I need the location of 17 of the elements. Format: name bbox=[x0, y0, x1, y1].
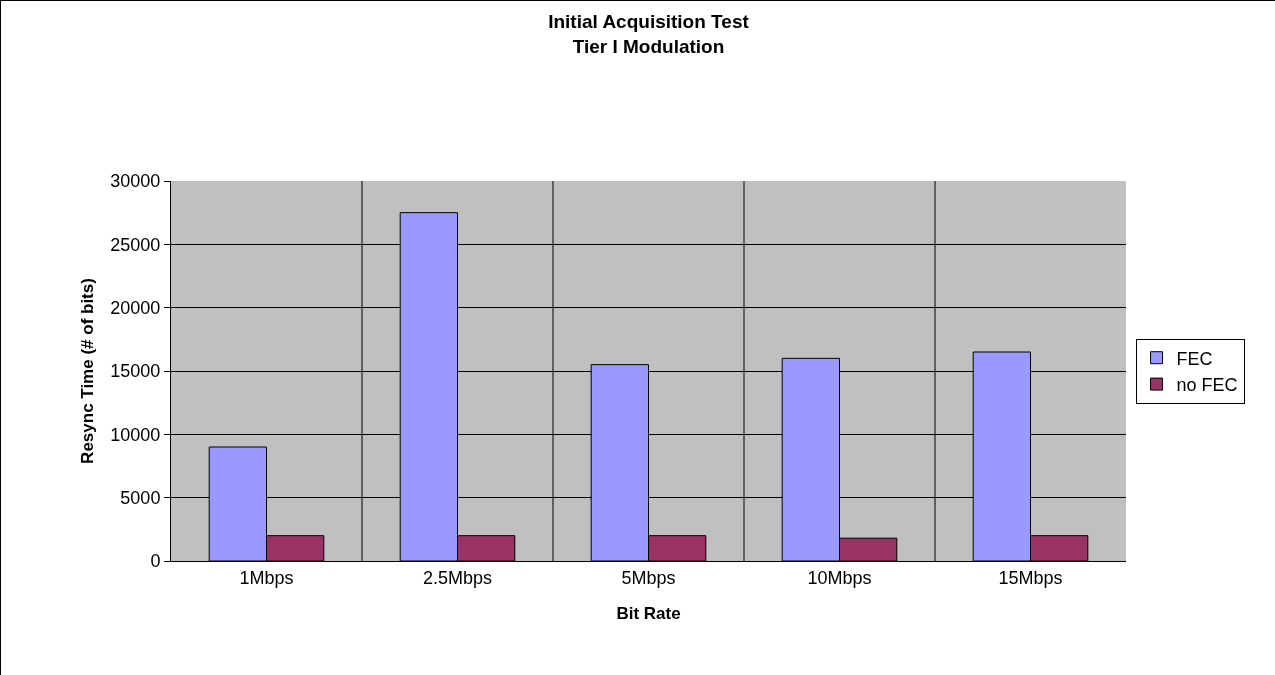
y-tick-label: 25000 bbox=[110, 234, 161, 255]
chart-title: Initial Acquisition Test Tier I Modulation bbox=[548, 11, 750, 57]
x-tick-label: 2.5Mbps bbox=[422, 567, 493, 588]
y-tick-label: 5000 bbox=[120, 487, 161, 508]
y-tick-label: 0 bbox=[150, 551, 161, 572]
x-tick-label: 15Mbps bbox=[998, 567, 1063, 588]
x-tick-label: 1Mbps bbox=[239, 567, 294, 588]
y-tick-label: 15000 bbox=[110, 361, 161, 382]
legend-label: FEC bbox=[1176, 348, 1213, 369]
x-tick-label: 10Mbps bbox=[807, 567, 872, 588]
y-tick-label: 10000 bbox=[110, 424, 161, 445]
y-axis-title: Resync Time (# of bits) bbox=[77, 278, 97, 464]
legend-label: no FEC bbox=[1176, 375, 1238, 396]
y-tick-label: 30000 bbox=[110, 171, 161, 192]
x-tick-label: 5Mbps bbox=[621, 567, 676, 588]
y-tick-label: 20000 bbox=[110, 297, 161, 318]
x-axis-title: Bit Rate bbox=[616, 604, 681, 623]
